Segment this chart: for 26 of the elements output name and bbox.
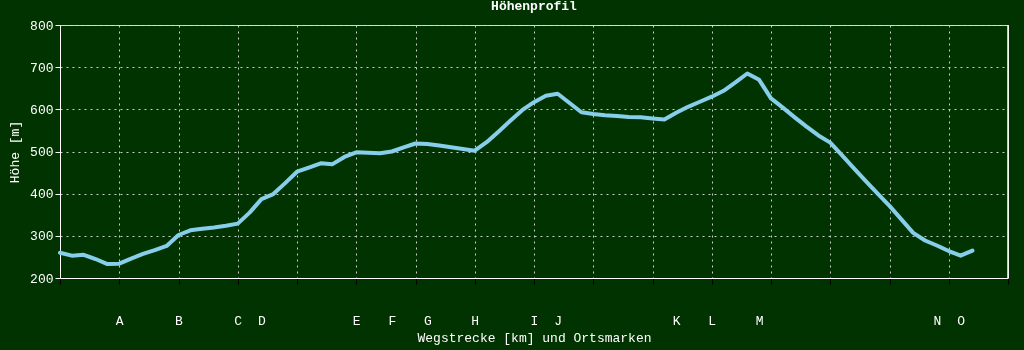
x-tick-label: H bbox=[471, 313, 480, 329]
x-axis-title: Wegstrecke [km] und Ortsmarken bbox=[417, 330, 652, 346]
x-tick-label: K bbox=[672, 313, 681, 329]
y-tick-label: 400 bbox=[30, 187, 54, 203]
x-tick-label: N bbox=[933, 313, 942, 329]
line-series bbox=[58, 71, 975, 267]
x-tick-label: B bbox=[175, 313, 184, 329]
x-tick-label: G bbox=[423, 313, 432, 329]
x-tick-label: C bbox=[234, 313, 243, 329]
chart-title: Höhenprofil bbox=[491, 0, 578, 14]
x-tick-label: D bbox=[258, 313, 267, 329]
x-tick-label: E bbox=[352, 313, 361, 329]
y-tick-label: 600 bbox=[30, 102, 54, 118]
x-tick-label: L bbox=[708, 313, 717, 329]
y-tick-label: 300 bbox=[30, 229, 54, 245]
y-axis-title: Höhe [m] bbox=[8, 120, 24, 184]
y-tick-label: 700 bbox=[30, 60, 54, 76]
x-tick-label: A bbox=[115, 313, 124, 329]
x-tick-label: O bbox=[957, 313, 966, 329]
y-tick-label: 500 bbox=[30, 145, 54, 160]
y-tick-label: 200 bbox=[30, 271, 54, 287]
x-tick-label: M bbox=[755, 313, 764, 329]
y-tick-label: 800 bbox=[30, 18, 54, 34]
x-tick-label: I bbox=[530, 313, 539, 329]
x-tick-label: F bbox=[388, 313, 397, 329]
x-tick-label: J bbox=[554, 313, 563, 329]
